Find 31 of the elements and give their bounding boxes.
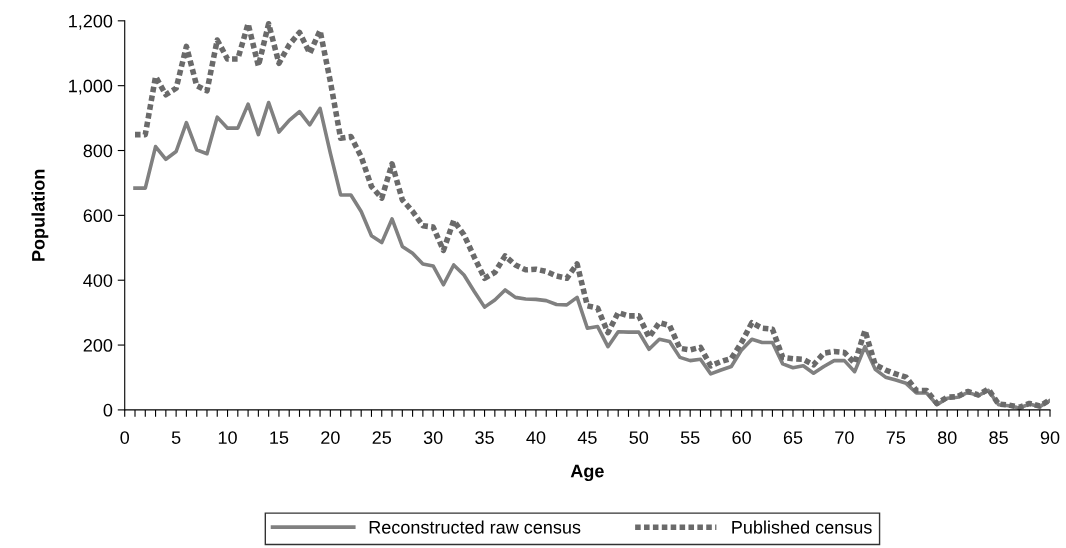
y-tick-label: 200 xyxy=(83,338,113,352)
x-tick-label: 30 xyxy=(423,431,443,444)
x-tick-label: 10 xyxy=(218,431,237,444)
x-tick-label: 85 xyxy=(989,431,1008,444)
x-tick-label: 20 xyxy=(321,431,340,444)
x-tick-label: 35 xyxy=(475,431,494,444)
y-axis-title: Population xyxy=(31,169,49,261)
x-tick-label: 25 xyxy=(372,431,392,444)
legend-label: Reconstructed raw census xyxy=(369,520,581,534)
line-series xyxy=(133,100,1051,410)
x-tick-label: 50 xyxy=(629,431,649,444)
y-tick-label: 0 xyxy=(103,403,113,417)
x-tick-label: 55 xyxy=(680,431,700,444)
y-tick-label: 1,200 xyxy=(69,14,113,30)
x-tick-label: 60 xyxy=(732,431,751,444)
x-tick-label: 40 xyxy=(526,431,546,444)
x-tick-label: 5 xyxy=(171,431,181,444)
x-tick-label: 65 xyxy=(783,431,803,444)
x-axis-title: Age xyxy=(570,464,604,482)
y-tick-label: 1,000 xyxy=(69,79,113,95)
y-tick-label: 600 xyxy=(83,209,113,223)
x-tick-label: 45 xyxy=(577,431,597,444)
legend-label: Published census xyxy=(732,520,872,534)
y-tick-label: 800 xyxy=(83,144,113,158)
x-tick-label: 90 xyxy=(1040,431,1060,444)
x-tick-label: 70 xyxy=(835,431,854,444)
x-tick-label: 0 xyxy=(120,431,130,444)
x-tick-label: 80 xyxy=(937,431,957,444)
x-tick-label: 75 xyxy=(886,431,906,444)
x-tick-label: 15 xyxy=(270,431,289,444)
y-tick-label: 400 xyxy=(83,274,113,287)
